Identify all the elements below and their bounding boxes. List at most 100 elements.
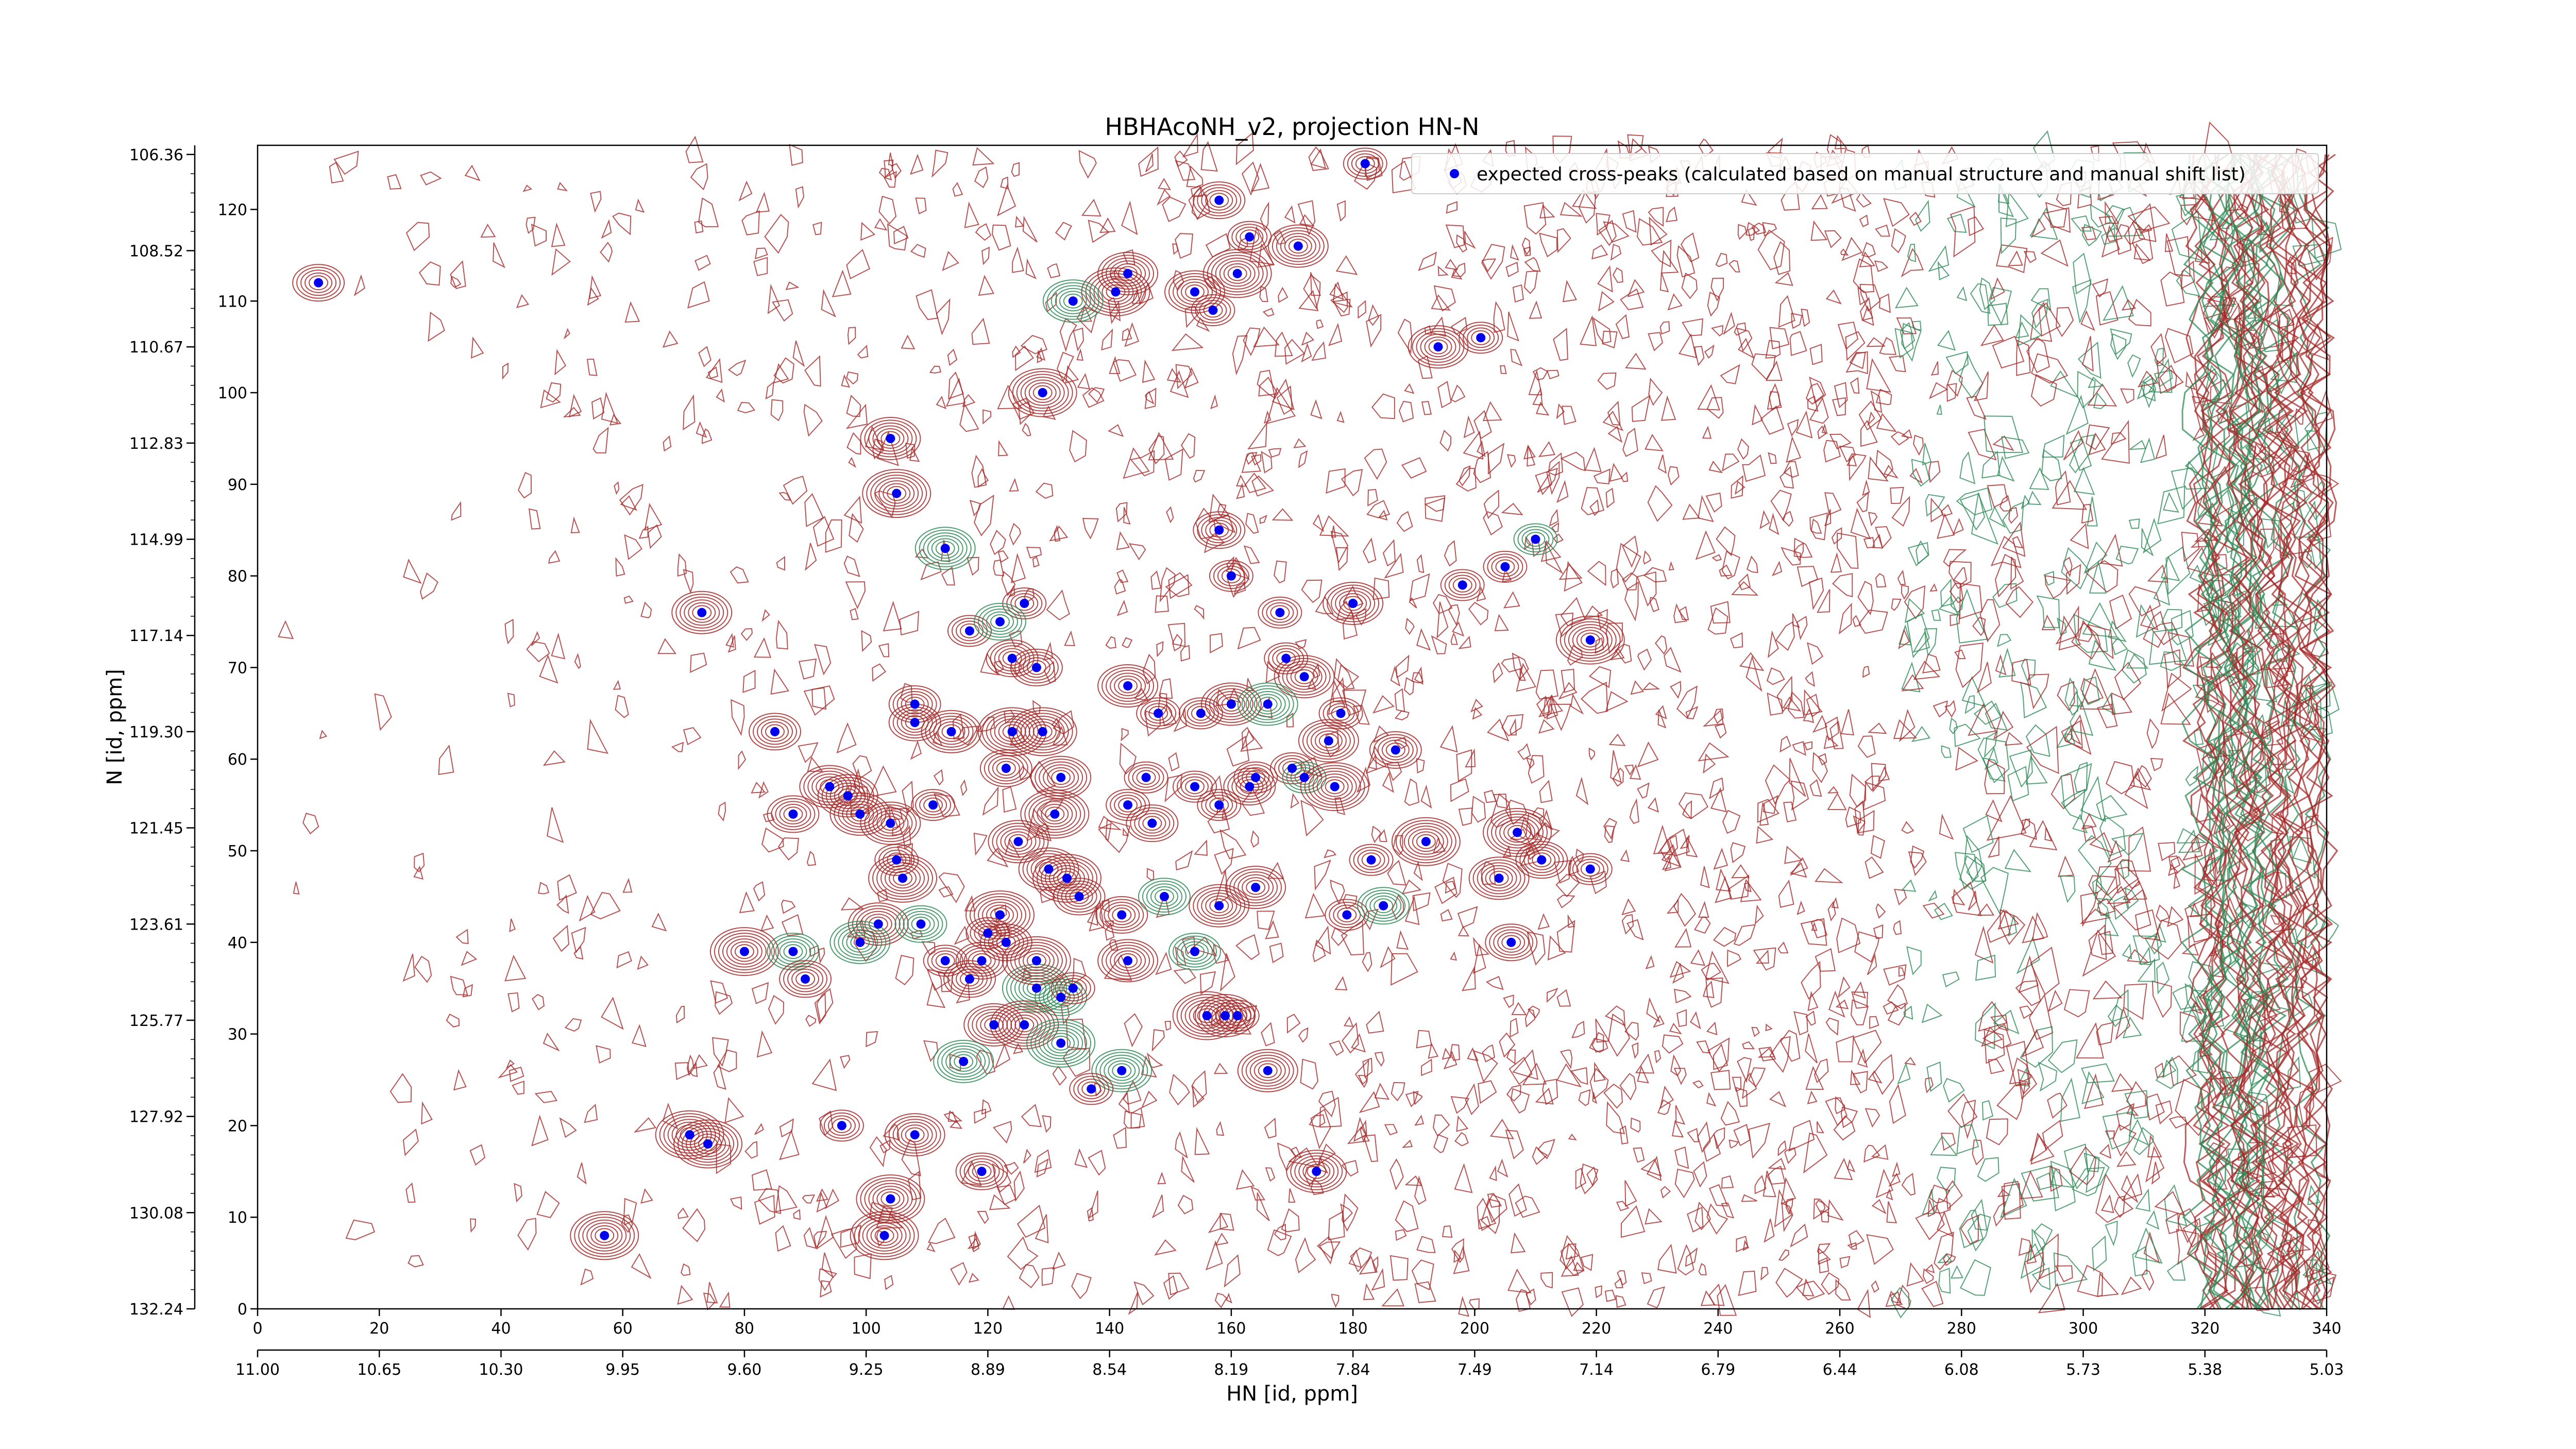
noise-contour: [1527, 445, 1536, 467]
noise-contour: [1011, 162, 1020, 177]
noise-contour: [405, 222, 430, 251]
noise-contour: [1413, 1090, 1423, 1105]
noise-contour: [1603, 1083, 1623, 1109]
noise-contour: [1468, 601, 1489, 626]
peak-contour: [972, 953, 992, 968]
x-index-tick-label: 20: [369, 1320, 389, 1338]
noise-contour: [1900, 322, 1916, 350]
noise-contour: [1069, 430, 1087, 463]
noise-contour: [1961, 1100, 1976, 1139]
noise-contour: [1506, 1084, 1521, 1102]
dense-noise-band: [2275, 154, 2314, 1309]
noise-contour: [1741, 189, 1757, 206]
noise-contour: [1944, 700, 1956, 718]
noise-contour: [2028, 993, 2054, 1040]
peak-contour: [1185, 779, 1205, 795]
noise-contour: [1105, 819, 1130, 853]
noise-contour: [927, 1218, 956, 1244]
noise-contour: [1807, 642, 1824, 665]
noise-contour: [1988, 1059, 2005, 1074]
noise-contour: [1677, 1244, 1694, 1276]
noise-contour: [1927, 1200, 1936, 1218]
noise-contour: [1648, 377, 1663, 406]
noise-contour: [1431, 294, 1451, 311]
noise-contour: [1341, 920, 1365, 956]
noise-contour: [1876, 413, 1897, 432]
peak-contour: [1205, 895, 1233, 916]
noise-contour: [1604, 1005, 1626, 1027]
peak-contour: [1193, 887, 1246, 925]
peak-contour: [1028, 795, 1081, 833]
peak-contour: [868, 916, 888, 932]
noise-contour: [2092, 1235, 2107, 1272]
peak-contour: [1209, 193, 1229, 208]
noise-contour: [971, 454, 987, 488]
noise-contour: [1928, 889, 1938, 902]
noise-contour: [2082, 602, 2118, 638]
noise-contour: [1490, 1119, 1514, 1139]
noise-contour: [2122, 943, 2132, 959]
peak-contour: [994, 645, 1030, 672]
peak-contour: [787, 966, 824, 992]
x-index-tick-label: 80: [735, 1320, 754, 1338]
y-ppm-tick-label: 106.36: [129, 146, 183, 164]
noise-contour: [2157, 485, 2185, 525]
peak-contour: [1069, 1073, 1114, 1105]
noise-contour: [1298, 450, 1308, 468]
noise-contour: [2308, 237, 2333, 281]
noise-contour: [1434, 877, 1458, 904]
peak-contour: [1026, 1018, 1096, 1068]
noise-contour: [635, 198, 645, 213]
noise-contour: [1310, 148, 1327, 169]
peak-contour: [1327, 584, 1380, 622]
noise-contour: [933, 769, 944, 786]
peak-contour: [1077, 1079, 1106, 1100]
noise-contour: [2277, 308, 2295, 329]
peak-contour: [1032, 798, 1077, 830]
noise-contour: [1099, 217, 1116, 233]
noise-contour: [1155, 951, 1172, 975]
peak-contour: [757, 718, 793, 745]
noise-contour: [1454, 1163, 1473, 1193]
noise-contour: [534, 1090, 557, 1103]
noise-contour: [1537, 1139, 1555, 1159]
noise-contour: [1707, 607, 1728, 635]
noise-contour: [2172, 984, 2199, 1010]
noise-contour: [1561, 1287, 1584, 1317]
noise-contour: [1631, 394, 1651, 422]
peak-contour: [1302, 1161, 1331, 1182]
peak-contour: [1130, 807, 1175, 839]
noise-contour: [1034, 1149, 1052, 1173]
noise-contour: [1937, 261, 1950, 281]
noise-contour: [2304, 681, 2340, 719]
noise-contour: [1145, 154, 1154, 173]
noise-contour: [2124, 1090, 2149, 1119]
noise-contour: [2166, 1259, 2186, 1281]
noise-contour: [1512, 1049, 1538, 1080]
noise-contour: [509, 1066, 524, 1082]
expected-peak-marker: [1111, 287, 1121, 297]
noise-contour: [418, 261, 441, 286]
noise-contour: [997, 184, 1016, 216]
noise-contour: [2018, 314, 2042, 346]
noise-contour: [1009, 478, 1019, 492]
noise-contour: [1647, 485, 1673, 522]
noise-contour: [1326, 468, 1346, 494]
peak-contour: [1568, 624, 1613, 656]
noise-contour: [1437, 265, 1449, 276]
peak-contour: [1059, 978, 1087, 999]
expected-peak-marker: [977, 1167, 987, 1176]
peak-contour: [590, 1225, 619, 1246]
noise-contour: [2260, 721, 2290, 766]
noise-contour: [1782, 696, 1802, 712]
noise-contour: [1735, 480, 1745, 495]
noise-contour: [1578, 1089, 1591, 1106]
noise-contour: [1615, 314, 1630, 340]
noise-contour: [1560, 1243, 1577, 1270]
noise-contour: [802, 1194, 815, 1204]
peak-contour: [984, 752, 1028, 785]
noise-contour: [821, 289, 837, 317]
noise-contour: [1505, 261, 1519, 277]
noise-contour: [2143, 611, 2167, 648]
noise-contour: [1539, 204, 1555, 219]
